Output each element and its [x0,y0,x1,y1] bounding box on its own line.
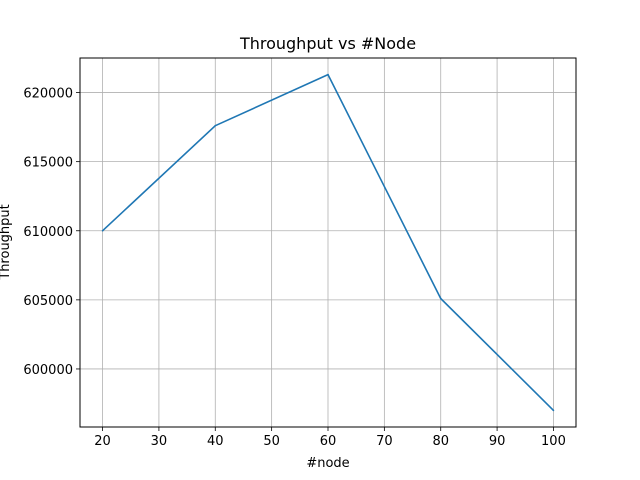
x-tick-label: 100 [541,434,566,449]
data-point [439,297,442,300]
x-tick-label: 80 [432,434,449,449]
y-tick-label: 605000 [23,294,73,309]
data-point [552,409,555,412]
series-layer [101,73,555,412]
y-tick-label: 610000 [23,225,73,240]
y-tick-label: 620000 [23,87,73,102]
tick-marks: 20 30 40 50 60 70 80 90 100 600000 605000 610000 615… [23,87,566,449]
x-tick-label: 70 [376,434,393,449]
x-axis-label: #node [306,456,349,471]
grid-lines [80,58,576,427]
data-point [327,73,329,76]
chart-title: Throughput vs #Node [239,34,416,53]
x-tick-label: 30 [151,434,168,449]
y-tick-label: 600000 [23,363,73,378]
x-tick-label: 60 [320,434,337,449]
x-tick-label: 20 [94,434,111,449]
x-tick-label: 50 [263,434,280,449]
y-axis-label: Throughput [0,204,13,281]
x-tick-label: 90 [489,434,506,449]
y-tick-label: 615000 [23,156,73,171]
x-tick-label: 40 [207,434,224,449]
data-point [214,124,217,127]
data-point [101,229,104,232]
